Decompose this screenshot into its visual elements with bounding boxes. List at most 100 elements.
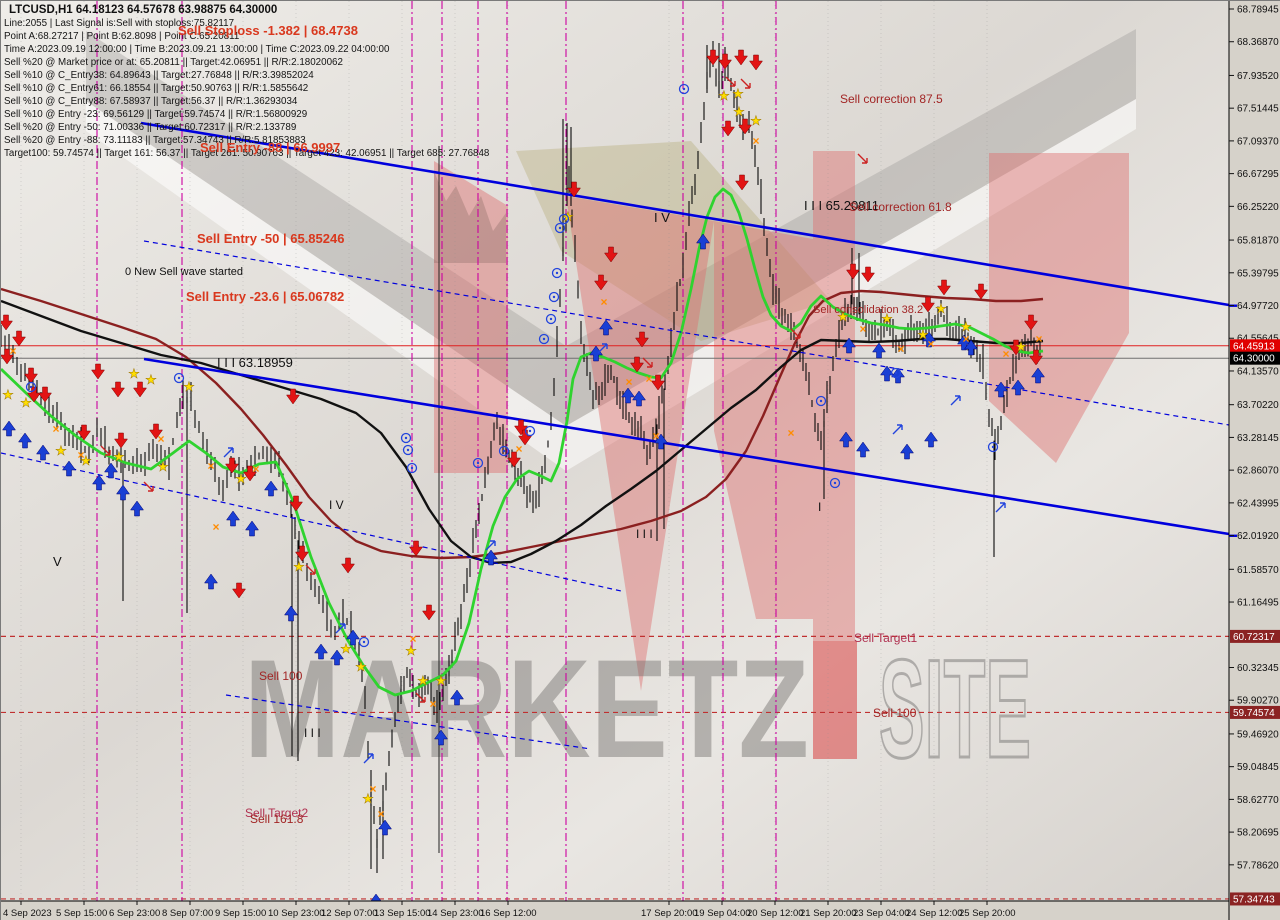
buy-arrow-icon xyxy=(599,319,613,336)
sell-arrow-icon xyxy=(1024,314,1038,331)
sell-arrow-icon xyxy=(1009,339,1023,356)
buy-arrow-icon xyxy=(284,605,298,622)
star-icon: ★ xyxy=(718,88,730,103)
sell-outline-arrow-icon xyxy=(415,692,426,703)
sell-arrow-icon xyxy=(974,283,988,300)
entry-circle-icon xyxy=(678,83,690,95)
sell-arrow-icon xyxy=(706,49,720,66)
sell-arrow-icon xyxy=(232,582,246,599)
star-icon: ★ xyxy=(935,301,947,316)
star-icon: ★ xyxy=(145,372,157,387)
price-tag xyxy=(1230,351,1280,365)
channel-dashed-line[interactable] xyxy=(225,694,592,750)
buy-arrow-icon xyxy=(264,480,278,497)
sell-arrow-icon xyxy=(921,296,935,313)
svg-text:14 Sep 23:00: 14 Sep 23:00 xyxy=(427,908,484,919)
entry-circle-icon xyxy=(551,267,563,279)
sell-arrow-icon xyxy=(1029,349,1043,366)
sell-arrow-icon xyxy=(114,432,128,449)
svg-text:64.30000: 64.30000 xyxy=(1233,354,1275,365)
cross-icon: × xyxy=(515,442,522,456)
buy-outline-arrow-icon xyxy=(950,395,961,406)
svg-text:6 Sep 23:00: 6 Sep 23:00 xyxy=(109,908,160,919)
svg-text:57.34743: 57.34743 xyxy=(1233,894,1275,905)
entry-circle-icon xyxy=(358,636,370,648)
buy-arrow-icon xyxy=(839,431,853,448)
star-icon: ★ xyxy=(362,791,374,806)
svg-text:62.86070: 62.86070 xyxy=(1237,466,1279,477)
channel-dashed-line[interactable] xyxy=(1,452,622,592)
sell-arrow-icon xyxy=(111,381,125,398)
svg-text:58.20695: 58.20695 xyxy=(1237,828,1279,839)
entry-circle-icon xyxy=(25,381,37,393)
chart-plot-area[interactable] xyxy=(1,1,1229,901)
channel-dashed-line[interactable] xyxy=(143,240,1230,426)
svg-text:65.39795: 65.39795 xyxy=(1237,268,1279,279)
ma-slow-line xyxy=(1,287,1044,560)
sell-arrow-icon xyxy=(77,424,91,441)
buy-arrow-icon xyxy=(632,390,646,407)
buy-arrow-icon xyxy=(18,432,32,449)
buy-arrow-icon xyxy=(245,520,259,537)
buy-arrow-icon xyxy=(994,381,1008,398)
ma-fast-line xyxy=(1,187,1044,697)
buy-arrow-icon xyxy=(872,342,886,359)
entry-circle-icon xyxy=(545,313,557,325)
sell-outline-arrow-icon xyxy=(100,445,111,456)
cross-icon: × xyxy=(252,462,259,476)
time-axis-panel[interactable] xyxy=(1,901,1229,920)
buy-arrow-icon xyxy=(842,337,856,354)
buy-arrow-icon xyxy=(450,689,464,706)
buy-arrow-icon xyxy=(924,431,938,448)
star-icon: ★ xyxy=(340,641,352,656)
sell-arrow-icon xyxy=(422,604,436,621)
cross-icon: × xyxy=(377,807,384,821)
buy-arrow-icon xyxy=(92,474,106,491)
sell-outline-arrow-icon xyxy=(857,153,868,164)
entry-circle-icon xyxy=(538,333,550,345)
svg-text:59.74574: 59.74574 xyxy=(1233,708,1275,719)
cross-icon: × xyxy=(859,322,866,336)
buy-arrow-icon xyxy=(484,549,498,566)
star-icon: ★ xyxy=(405,643,417,658)
cross-icon: × xyxy=(9,344,16,358)
watermark-text-left: MARKETZ xyxy=(244,630,809,787)
svg-text:58.62770: 58.62770 xyxy=(1237,795,1279,806)
price-axis-panel[interactable] xyxy=(1229,1,1280,920)
star-icon: ★ xyxy=(2,387,14,402)
star-icon: ★ xyxy=(837,309,849,324)
sell-outline-arrow-icon xyxy=(790,328,801,339)
price-tag xyxy=(1230,339,1280,353)
svg-text:17 Sep 20:00: 17 Sep 20:00 xyxy=(641,908,698,919)
cross-icon: × xyxy=(77,448,84,462)
channel-trend-line[interactable] xyxy=(143,357,1230,536)
svg-text:57.78620: 57.78620 xyxy=(1237,860,1279,871)
channel-trend-line[interactable] xyxy=(140,121,1230,307)
cross-icon: × xyxy=(652,429,659,443)
buy-arrow-icon xyxy=(654,433,668,450)
buy-arrow-icon xyxy=(130,500,144,517)
entry-circle-icon xyxy=(173,372,185,384)
sell-arrow-icon xyxy=(38,386,52,403)
cross-icon: × xyxy=(645,372,652,386)
buy-arrow-icon xyxy=(621,387,635,404)
star-icon: ★ xyxy=(183,379,195,394)
cross-icon: × xyxy=(212,520,219,534)
svg-text:63.28145: 63.28145 xyxy=(1237,433,1279,444)
svg-text:61.16495: 61.16495 xyxy=(1237,598,1279,609)
svg-text:19 Sep 04:00: 19 Sep 04:00 xyxy=(694,908,751,919)
svg-text:24 Sep 12:00: 24 Sep 12:00 xyxy=(906,908,963,919)
entry-circle-icon xyxy=(402,444,414,456)
star-icon: ★ xyxy=(157,459,169,474)
star-icon: ★ xyxy=(128,366,140,381)
sell-arrow-icon xyxy=(1,348,14,365)
svg-text:59.46920: 59.46920 xyxy=(1237,729,1279,740)
sell-arrow-icon xyxy=(738,118,752,135)
buy-arrow-icon xyxy=(36,444,50,461)
svg-text:66.25220: 66.25220 xyxy=(1237,202,1279,213)
cross-icon: × xyxy=(927,337,934,351)
cross-icon: × xyxy=(157,432,164,446)
svg-text:16 Sep 12:00: 16 Sep 12:00 xyxy=(480,908,537,919)
